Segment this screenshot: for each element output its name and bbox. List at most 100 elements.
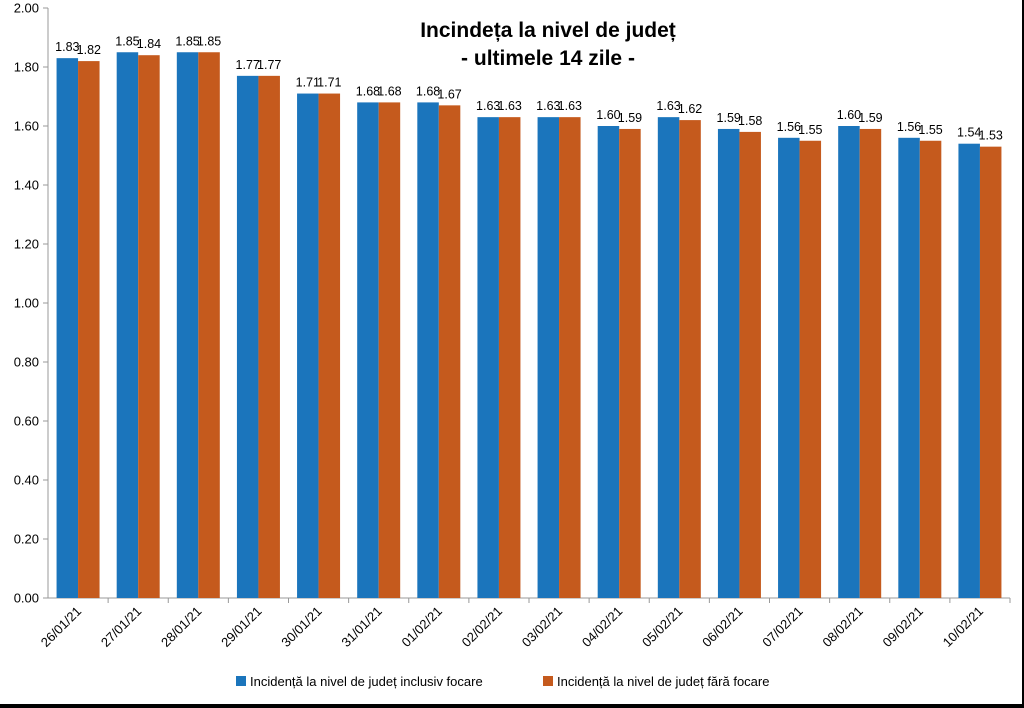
y-tick-label: 1.20 (14, 237, 39, 252)
x-tick-label: 05/02/21 (639, 604, 685, 650)
data-label-series-1: 1.62 (678, 102, 702, 116)
y-tick-label: 2.00 (14, 1, 39, 16)
bar-series-0 (176, 52, 199, 598)
x-tick-label: 09/02/21 (880, 604, 926, 650)
bar-series-1 (78, 61, 100, 599)
x-tick-label: 03/02/21 (519, 604, 565, 650)
chart-title: Incindeța la nivel de județ (420, 19, 676, 42)
bar-series-1 (498, 117, 521, 599)
y-tick-label: 0.40 (14, 473, 39, 488)
data-label-series-1: 1.59 (618, 111, 642, 125)
x-tick-label: 10/02/21 (940, 604, 986, 650)
x-tick-label: 27/01/21 (98, 604, 144, 650)
bar-series-1 (258, 75, 280, 599)
bar-series-0 (717, 128, 740, 598)
data-label-series-0: 1.71 (296, 76, 320, 90)
x-tick-label: 02/02/21 (459, 604, 505, 650)
x-tick-label: 06/02/21 (699, 604, 745, 650)
data-label-series-0: 1.63 (656, 99, 680, 113)
data-label-series-1: 1.58 (738, 114, 762, 128)
data-label-series-0: 1.68 (416, 84, 440, 98)
legend-swatch-series-0 (236, 676, 246, 686)
data-label-series-0: 1.56 (777, 120, 801, 134)
y-tick-label: 0.00 (14, 591, 39, 606)
y-tick-label: 1.40 (14, 178, 39, 193)
y-tick-label: 1.00 (14, 296, 39, 311)
data-label-series-1: 1.55 (798, 123, 822, 137)
data-label-series-0: 1.54 (957, 126, 981, 140)
bar-series-0 (56, 58, 79, 598)
bar-series-1 (378, 102, 401, 599)
bar-series-0 (357, 102, 379, 599)
legend: Incidență la nivel de județ inclusiv foc… (236, 674, 769, 689)
data-label-series-1: 1.71 (317, 76, 341, 90)
bar-series-1 (739, 131, 761, 598)
bar-series-0 (417, 102, 439, 599)
bar-series-1 (919, 140, 942, 598)
data-label-series-0: 1.60 (837, 108, 861, 122)
bar-series-0 (778, 137, 800, 599)
bar-series-1 (198, 52, 220, 598)
bar-series-1 (318, 93, 341, 599)
bar-series-0 (537, 117, 560, 599)
bar-series-1 (859, 128, 882, 598)
bar-series-1 (979, 146, 1002, 598)
data-label-series-0: 1.85 (115, 34, 139, 48)
y-tick-label: 1.80 (14, 60, 39, 75)
x-tick-label: 08/02/21 (819, 604, 865, 650)
bar-series-0 (597, 126, 620, 598)
data-label-series-1: 1.63 (558, 99, 582, 113)
data-label-series-1: 1.77 (257, 58, 281, 72)
bar-series-0 (477, 117, 499, 599)
bar-series-0 (657, 117, 680, 599)
x-tick-label: 01/02/21 (399, 604, 445, 650)
data-labels-group: 1.831.821.851.84 1.851.851.771.771.711.71… (55, 34, 1003, 142)
x-tick-label: 30/01/21 (278, 604, 324, 650)
bar-series-0 (297, 93, 319, 599)
data-label-series-1: 1.82 (77, 43, 101, 57)
y-tick-label: 0.60 (14, 414, 39, 429)
y-tick-label: 1.60 (14, 119, 39, 134)
bar-series-0 (838, 126, 860, 598)
x-axis-ticks: 26/01/21 27/01/21 28/01/21 29/01/21 30/01/21… (38, 598, 1011, 650)
data-label-series-1: 1.55 (918, 123, 942, 137)
y-axis-ticks: 0.00 0.20 0.40 0.60 0.80 1.00 1.20 1.40 1.60 1.80… (14, 1, 48, 606)
data-label-series-0: 1.77 (236, 58, 260, 72)
data-label-series-1: 1.67 (437, 87, 461, 101)
bar-series-0 (116, 52, 139, 598)
y-tick-label: 0.80 (14, 355, 39, 370)
bar-series-1 (619, 128, 641, 598)
data-label-series-1: 1.63 (498, 99, 522, 113)
x-tick-label: 04/02/21 (579, 604, 625, 650)
data-label-series-0: 1.85 (175, 34, 199, 48)
x-tick-label: 28/01/21 (158, 604, 204, 650)
bar-series-1 (138, 55, 160, 598)
data-label-series-0: 1.63 (536, 99, 560, 113)
bar-series-0 (958, 143, 980, 598)
x-tick-label: 26/01/21 (38, 604, 84, 650)
bar-series-0 (898, 137, 920, 599)
data-label-series-0: 1.56 (897, 120, 921, 134)
bar-series-1 (679, 120, 701, 598)
data-label-series-0: 1.59 (717, 111, 741, 125)
bar-series-0 (236, 75, 259, 599)
data-label-series-1: 1.59 (858, 111, 882, 125)
data-label-series-1: 1.84 (137, 37, 161, 51)
bars-group (56, 52, 1002, 599)
legend-label-series-1: Incidență la nivel de județ fără focare (557, 674, 769, 689)
x-tick-label: 31/01/21 (338, 604, 384, 650)
data-label-series-1: 1.85 (197, 34, 221, 48)
bar-series-1 (799, 140, 822, 598)
chart-subtitle: - ultimele 14 zile - (461, 47, 635, 70)
data-label-series-0: 1.63 (476, 99, 500, 113)
y-tick-label: 0.20 (14, 532, 39, 547)
x-tick-label: 07/02/21 (759, 604, 805, 650)
data-label-series-0: 1.83 (55, 40, 79, 54)
data-label-series-1: 1.53 (979, 129, 1003, 143)
bar-series-1 (438, 105, 461, 598)
data-label-series-1: 1.68 (377, 84, 401, 98)
bar-series-1 (559, 117, 581, 599)
legend-swatch-series-1 (543, 676, 553, 686)
